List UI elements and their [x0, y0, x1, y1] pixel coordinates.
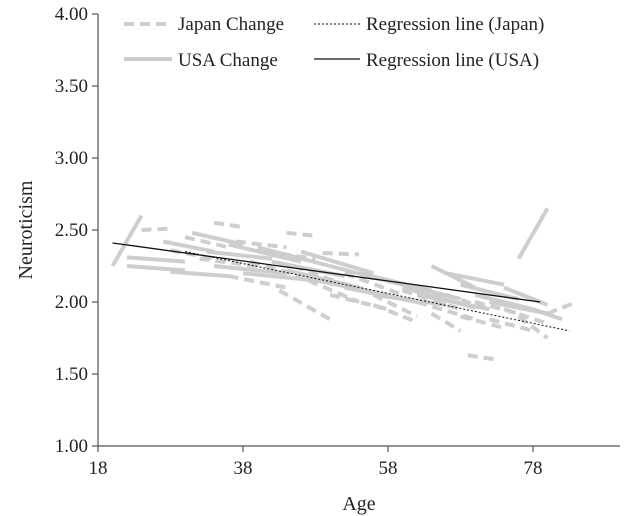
y-tick-label: 2.00: [55, 292, 88, 313]
japan-change-segment: [249, 259, 302, 279]
japan-change-segment: [387, 278, 447, 302]
usa-change-segment: [126, 264, 186, 273]
usa-change-segment: [206, 249, 273, 261]
japan-change-segment: [286, 230, 316, 238]
japan-change-segment: [430, 311, 462, 333]
japan-change-segment: [307, 278, 360, 304]
usa-change-segment: [162, 239, 215, 254]
y-tick-label: 3.50: [55, 76, 88, 97]
regression-line-japan: [184, 251, 570, 332]
japan-change-segment: [401, 288, 462, 312]
usa-change-segment: [430, 264, 476, 290]
japan-change-segment: [322, 251, 360, 257]
x-tick-label: 18: [89, 458, 108, 479]
legend: Japan Change Regression line (Japan) USA…: [124, 14, 544, 71]
japan-change-segment: [228, 274, 287, 290]
japan-change-segment: [459, 314, 505, 330]
japan-change-segment: [546, 300, 578, 316]
japan-change-segment: [264, 249, 316, 261]
legend-label-usa-regression: Regression line (USA): [366, 50, 539, 71]
y-tick-label: 1.00: [55, 436, 88, 457]
usa-change-segment: [445, 271, 505, 287]
x-axis-title: Age: [342, 493, 375, 515]
y-axis-ticks: 1.00 1.50 2.00 2.50 3.00 3.50 4.00: [55, 4, 98, 457]
japan-change-segment: [372, 303, 418, 325]
regression-line-usa: [112, 242, 541, 303]
legend-label-japan-regression: Regression line (Japan): [366, 14, 544, 35]
y-tick-label: 4.00: [55, 4, 88, 25]
japan-change-segment: [141, 226, 171, 232]
y-tick-label: 2.50: [55, 220, 88, 241]
usa-change-segment: [110, 214, 144, 267]
usa-change-segment: [516, 207, 550, 260]
usa-change-segment: [300, 249, 375, 276]
usa-change-segment: [126, 255, 186, 264]
usa-change-segment: [191, 230, 244, 247]
japan-change-segment: [467, 353, 498, 362]
japan-change-segment: [488, 317, 534, 333]
y-tick-label: 1.50: [55, 364, 88, 385]
japan-change-segment: [278, 288, 331, 322]
usa-change-segment: [213, 264, 287, 276]
japan-change-segment: [235, 239, 287, 250]
legend-label-usa-change: USA Change: [178, 50, 278, 71]
usa-change-segment: [532, 307, 563, 322]
x-tick-label: 58: [379, 458, 398, 479]
legend-label-japan-change: Japan Change: [178, 14, 284, 35]
japan-change-segment: [445, 292, 491, 312]
japan-change-segment: [213, 220, 244, 230]
usa-change-segment: [242, 271, 316, 283]
japan-change-segment: [343, 271, 404, 297]
x-tick-label: 38: [234, 458, 253, 479]
japan-change-segment: [184, 235, 229, 250]
regression-lines-layer: [112, 242, 570, 332]
japan-change-segment: [503, 307, 549, 326]
usa-change-segment: [373, 292, 447, 307]
usa-change-segment: [170, 269, 229, 279]
x-axis-ticks: 18 38 58 78: [89, 446, 543, 479]
japan-change-segment: [358, 285, 418, 319]
change-lines-layer: [110, 207, 578, 362]
usa-change-segment: [460, 282, 519, 302]
japan-change-segment: [517, 314, 549, 340]
y-axis-title: Neuroticism: [15, 180, 37, 279]
y-tick-label: 3.00: [55, 148, 88, 169]
x-tick-label: 78: [524, 458, 543, 479]
